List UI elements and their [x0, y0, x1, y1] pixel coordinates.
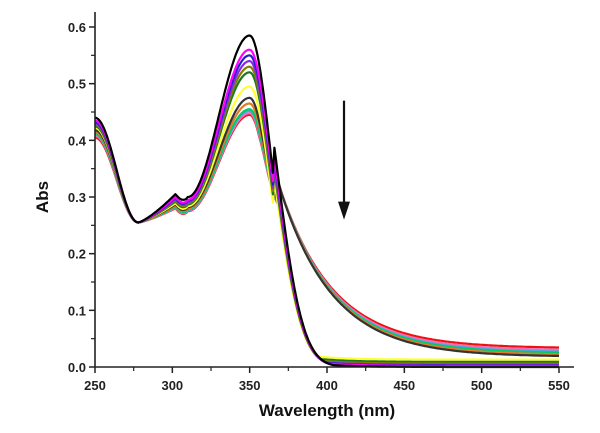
y-axis-title: Abs [33, 181, 52, 213]
y-ticks: 0.0 0.1 0.2 0.3 0.4 0.5 0.6 [68, 20, 95, 375]
x-tick-label: 400 [316, 378, 338, 393]
x-tick-label: 550 [548, 378, 570, 393]
y-tick-label: 0.6 [68, 20, 86, 35]
y-tick-label: 0.3 [68, 190, 86, 205]
spectrum-line-s5 [94, 65, 559, 365]
x-axis-title: Wavelength (nm) [259, 401, 395, 420]
x-tick-label: 300 [161, 378, 183, 393]
y-tick-label: 0.1 [68, 303, 86, 318]
x-tick-label: 350 [239, 378, 261, 393]
spectrum-line-s7 [94, 85, 559, 361]
trend-arrow [338, 100, 351, 220]
spectrum-line-s9 [94, 102, 560, 356]
x-tick-label: 500 [471, 378, 493, 393]
spectrum-line-s11 [94, 109, 560, 353]
arrow-head [338, 201, 351, 220]
spectrum-line-s8 [94, 96, 560, 358]
spectrum-line-s13 [94, 113, 559, 349]
x-ticks: 250 300 350 400 450 500 550 [84, 367, 570, 393]
y-tick-label: 0.5 [68, 77, 86, 92]
spectrum-line-s12 [94, 112, 560, 351]
y-tick-label: 0.0 [68, 360, 86, 375]
y-tick-label: 0.4 [68, 133, 87, 148]
spectrum-line-s10 [94, 108, 559, 354]
spectra-curves [94, 34, 560, 369]
x-tick-label: 450 [393, 378, 415, 393]
x-tick-label: 250 [84, 378, 106, 393]
spectrum-line-s6 [94, 71, 559, 363]
spectrum-line-s1 [94, 34, 559, 369]
y-tick-label: 0.2 [68, 247, 86, 262]
